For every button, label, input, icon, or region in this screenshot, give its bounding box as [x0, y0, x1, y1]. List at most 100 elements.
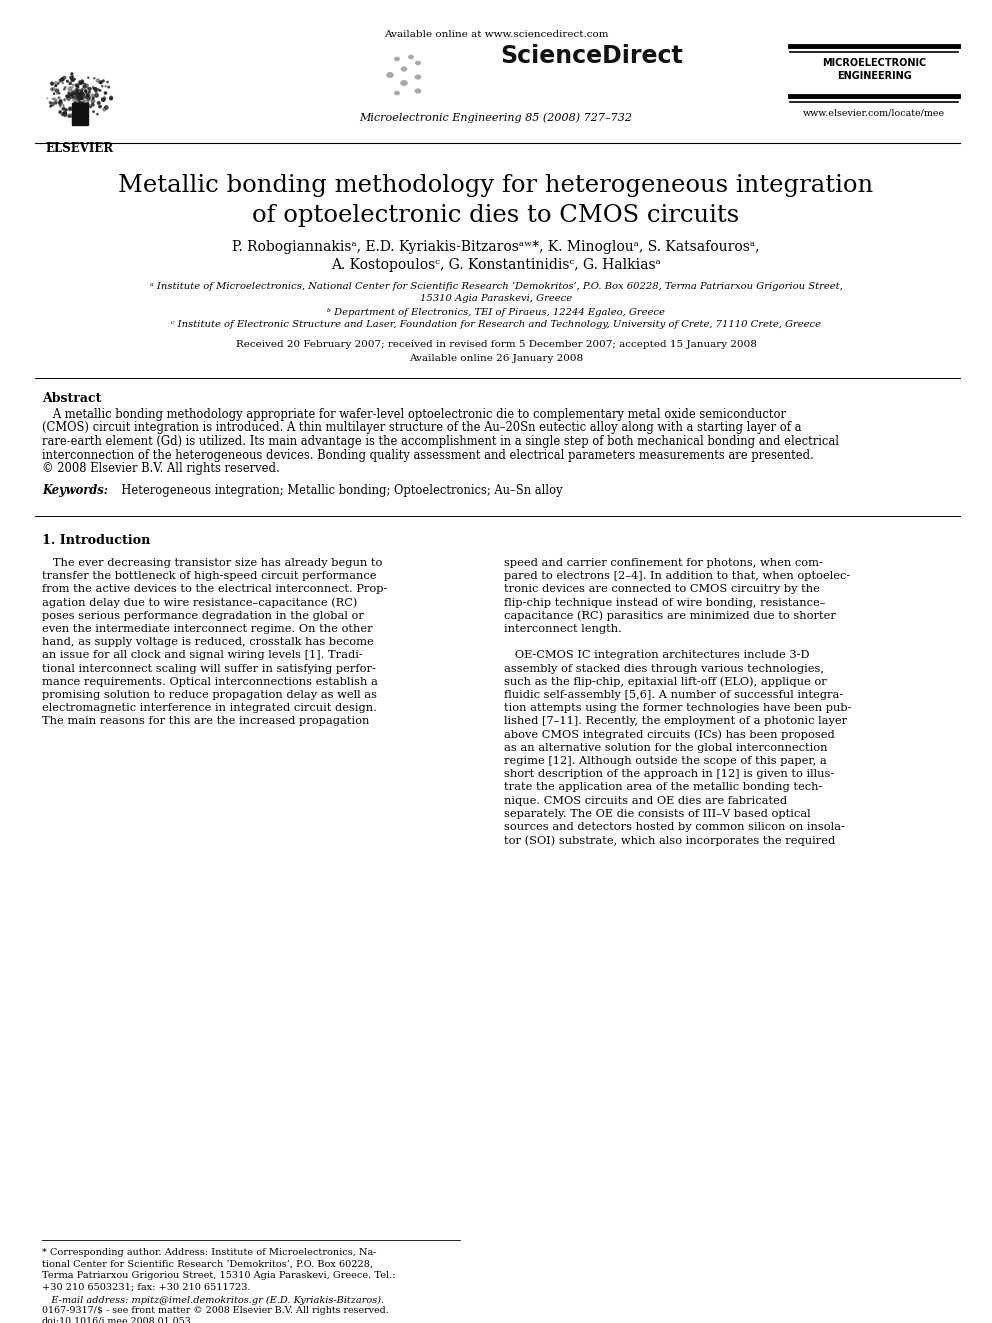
Circle shape — [97, 102, 100, 105]
Circle shape — [104, 91, 106, 94]
Text: above CMOS integrated circuits (ICs) has been proposed: above CMOS integrated circuits (ICs) has… — [504, 729, 834, 740]
Text: A. Kostopoulosᶜ, G. Konstantinidisᶜ, G. Halkiasᵃ: A. Kostopoulosᶜ, G. Konstantinidisᶜ, G. … — [331, 258, 661, 273]
Text: even the intermediate interconnect regime. On the other: even the intermediate interconnect regim… — [42, 624, 373, 634]
Circle shape — [62, 112, 65, 115]
Text: Available online at www.sciencedirect.com: Available online at www.sciencedirect.co… — [384, 30, 608, 38]
Text: ᵃ Institute of Microelectronics, National Center for Scientific Research ‘Demokr: ᵃ Institute of Microelectronics, Nationa… — [150, 282, 842, 291]
Circle shape — [72, 115, 73, 118]
Ellipse shape — [395, 57, 399, 61]
Circle shape — [86, 94, 88, 97]
Circle shape — [71, 91, 74, 94]
Text: OE-CMOS IC integration architectures include 3-D: OE-CMOS IC integration architectures inc… — [504, 651, 809, 660]
Circle shape — [69, 82, 71, 85]
Circle shape — [78, 95, 80, 98]
Circle shape — [69, 108, 71, 110]
Circle shape — [67, 91, 69, 94]
Circle shape — [81, 102, 84, 106]
Circle shape — [95, 94, 98, 97]
Text: poses serious performance degradation in the global or: poses serious performance degradation in… — [42, 611, 364, 620]
Circle shape — [78, 95, 80, 97]
Circle shape — [60, 102, 62, 105]
Ellipse shape — [387, 73, 393, 77]
Circle shape — [72, 98, 76, 102]
Text: © 2008 Elsevier B.V. All rights reserved.: © 2008 Elsevier B.V. All rights reserved… — [42, 462, 280, 475]
Circle shape — [103, 108, 106, 111]
Circle shape — [88, 87, 91, 90]
Circle shape — [51, 82, 54, 85]
Circle shape — [107, 81, 108, 83]
Circle shape — [81, 93, 83, 95]
Circle shape — [99, 106, 101, 107]
Text: electromagnetic interference in integrated circuit design.: electromagnetic interference in integrat… — [42, 704, 377, 713]
Circle shape — [67, 97, 68, 98]
Circle shape — [75, 108, 76, 111]
Circle shape — [55, 85, 57, 86]
Circle shape — [72, 97, 74, 98]
Text: flip-chip technique instead of wire bonding, resistance–: flip-chip technique instead of wire bond… — [504, 598, 825, 607]
Circle shape — [63, 114, 67, 116]
Circle shape — [55, 102, 57, 105]
Circle shape — [87, 102, 88, 103]
Circle shape — [90, 106, 91, 107]
Circle shape — [74, 102, 76, 105]
Circle shape — [83, 83, 85, 85]
Circle shape — [97, 114, 98, 115]
Circle shape — [79, 106, 81, 108]
Circle shape — [69, 77, 72, 79]
Text: nique. CMOS circuits and OE dies are fabricated: nique. CMOS circuits and OE dies are fab… — [504, 795, 787, 806]
Text: (CMOS) circuit integration is introduced. A thin multilayer structure of the Au–: (CMOS) circuit integration is introduced… — [42, 422, 802, 434]
Text: hand, as supply voltage is reduced, crosstalk has become: hand, as supply voltage is reduced, cros… — [42, 638, 374, 647]
Text: promising solution to reduce propagation delay as well as: promising solution to reduce propagation… — [42, 691, 377, 700]
Circle shape — [86, 94, 89, 97]
Circle shape — [71, 73, 72, 75]
Circle shape — [68, 114, 72, 118]
Text: tronic devices are connected to CMOS circuitry by the: tronic devices are connected to CMOS cir… — [504, 585, 819, 594]
Text: pared to electrons [2–4]. In addition to that, when optoelec-: pared to electrons [2–4]. In addition to… — [504, 572, 850, 581]
Text: short description of the approach in [12] is given to illus-: short description of the approach in [12… — [504, 769, 834, 779]
Text: tor (SOI) substrate, which also incorporates the required: tor (SOI) substrate, which also incorpor… — [504, 835, 835, 845]
Circle shape — [62, 114, 63, 115]
Circle shape — [91, 99, 94, 103]
Text: assembly of stacked dies through various technologies,: assembly of stacked dies through various… — [504, 664, 824, 673]
Circle shape — [63, 99, 65, 101]
Text: interconnect length.: interconnect length. — [504, 624, 622, 634]
Circle shape — [51, 89, 53, 90]
Circle shape — [64, 87, 65, 89]
Circle shape — [63, 77, 65, 79]
Circle shape — [87, 87, 89, 89]
Circle shape — [99, 81, 102, 83]
Text: Microelectronic Engineering 85 (2008) 727–732: Microelectronic Engineering 85 (2008) 72… — [359, 112, 633, 123]
Circle shape — [81, 98, 83, 99]
Circle shape — [79, 81, 82, 85]
Circle shape — [75, 115, 78, 118]
Circle shape — [101, 86, 103, 87]
Text: 15310 Agia Paraskevi, Greece: 15310 Agia Paraskevi, Greece — [420, 294, 572, 303]
Text: E-mail address: mpitz@imel.demokritos.gr (E.D. Kyriakis-Bitzaros).: E-mail address: mpitz@imel.demokritos.gr… — [42, 1297, 384, 1304]
Circle shape — [59, 101, 62, 105]
Circle shape — [66, 95, 68, 98]
Circle shape — [92, 87, 94, 89]
Text: www.elsevier.com/locate/mee: www.elsevier.com/locate/mee — [803, 108, 945, 116]
Circle shape — [61, 78, 64, 81]
Circle shape — [75, 95, 77, 98]
Circle shape — [104, 106, 108, 108]
Circle shape — [95, 94, 98, 97]
Circle shape — [59, 111, 61, 114]
Circle shape — [80, 98, 82, 99]
Text: A metallic bonding methodology appropriate for wafer-level optoelectronic die to: A metallic bonding methodology appropria… — [42, 407, 786, 421]
Circle shape — [102, 79, 104, 82]
Circle shape — [76, 90, 78, 91]
Text: Keywords:: Keywords: — [42, 484, 108, 497]
Circle shape — [76, 93, 79, 97]
Circle shape — [78, 99, 79, 101]
Circle shape — [91, 103, 94, 106]
Text: an issue for all clock and signal wiring levels [1]. Tradi-: an issue for all clock and signal wiring… — [42, 651, 363, 660]
Text: capacitance (RC) parasitics are minimized due to shorter: capacitance (RC) parasitics are minimize… — [504, 611, 836, 622]
Text: ᵇ Department of Electronics, TEI of Piraeus, 12244 Egaleo, Greece: ᵇ Department of Electronics, TEI of Pira… — [327, 308, 665, 318]
Circle shape — [88, 91, 90, 94]
Text: sources and detectors hosted by common silicon on insola-: sources and detectors hosted by common s… — [504, 822, 845, 832]
Circle shape — [82, 93, 84, 95]
Text: tional interconnect scaling will suffer in satisfying perfor-: tional interconnect scaling will suffer … — [42, 664, 376, 673]
Circle shape — [55, 101, 57, 103]
Circle shape — [77, 93, 80, 95]
